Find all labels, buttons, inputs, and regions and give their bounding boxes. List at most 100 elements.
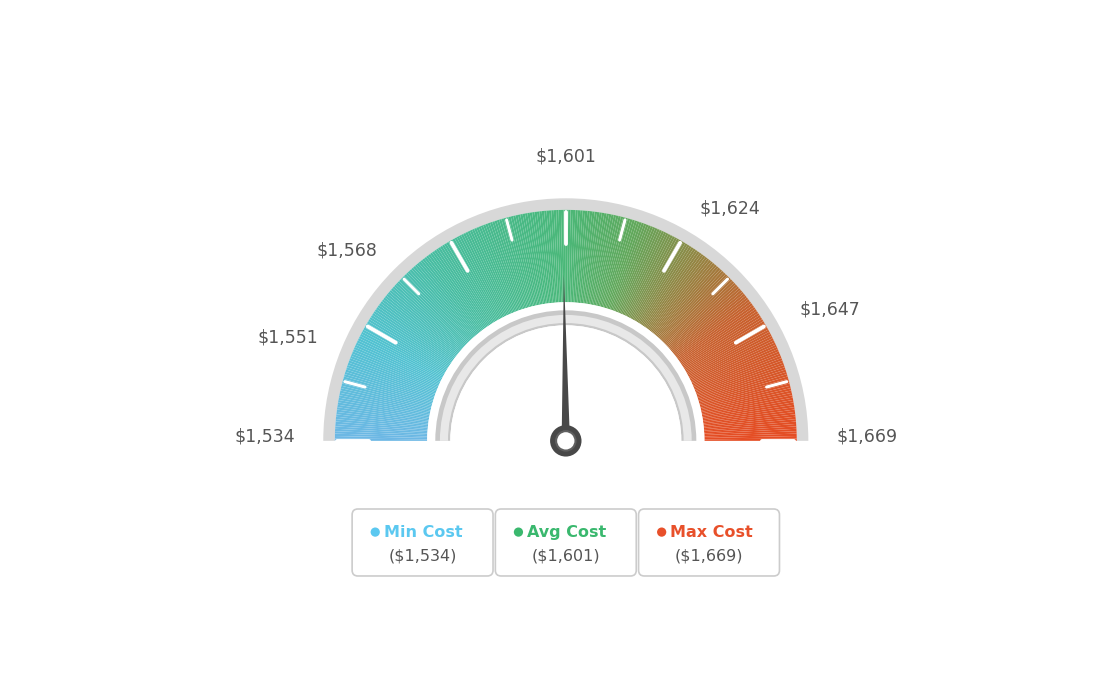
Wedge shape bbox=[693, 351, 779, 388]
Wedge shape bbox=[323, 198, 808, 441]
Wedge shape bbox=[416, 263, 477, 335]
Wedge shape bbox=[612, 223, 644, 310]
Wedge shape bbox=[461, 234, 505, 317]
Wedge shape bbox=[335, 431, 427, 437]
Wedge shape bbox=[608, 221, 639, 310]
Wedge shape bbox=[634, 239, 681, 321]
Wedge shape bbox=[478, 226, 514, 313]
Wedge shape bbox=[698, 369, 786, 400]
Wedge shape bbox=[418, 262, 478, 334]
Wedge shape bbox=[655, 263, 715, 335]
Wedge shape bbox=[602, 218, 628, 307]
Wedge shape bbox=[480, 225, 517, 312]
Wedge shape bbox=[704, 433, 797, 438]
Wedge shape bbox=[678, 305, 754, 361]
Circle shape bbox=[550, 425, 582, 457]
Wedge shape bbox=[373, 311, 452, 364]
Wedge shape bbox=[664, 277, 731, 344]
Wedge shape bbox=[335, 428, 427, 435]
Wedge shape bbox=[686, 323, 766, 371]
Wedge shape bbox=[601, 217, 626, 307]
Wedge shape bbox=[581, 211, 593, 303]
Circle shape bbox=[556, 431, 575, 451]
Wedge shape bbox=[614, 224, 648, 311]
Wedge shape bbox=[662, 276, 729, 343]
Wedge shape bbox=[342, 381, 432, 406]
Wedge shape bbox=[457, 236, 501, 319]
Wedge shape bbox=[542, 211, 553, 303]
Wedge shape bbox=[415, 264, 476, 336]
Wedge shape bbox=[651, 260, 711, 333]
Wedge shape bbox=[341, 386, 432, 409]
Wedge shape bbox=[424, 257, 482, 331]
Wedge shape bbox=[349, 360, 436, 394]
Wedge shape bbox=[404, 274, 470, 342]
Wedge shape bbox=[428, 254, 485, 330]
Wedge shape bbox=[676, 302, 751, 358]
Wedge shape bbox=[357, 340, 440, 382]
Wedge shape bbox=[397, 281, 466, 346]
Wedge shape bbox=[362, 330, 444, 375]
Wedge shape bbox=[354, 345, 439, 384]
Wedge shape bbox=[518, 215, 539, 305]
Wedge shape bbox=[486, 224, 519, 311]
Wedge shape bbox=[676, 299, 750, 357]
Wedge shape bbox=[352, 351, 438, 388]
Wedge shape bbox=[371, 315, 449, 366]
Wedge shape bbox=[446, 242, 496, 322]
Circle shape bbox=[371, 527, 380, 537]
Wedge shape bbox=[335, 436, 427, 440]
Wedge shape bbox=[339, 395, 429, 415]
Wedge shape bbox=[630, 236, 675, 319]
Wedge shape bbox=[679, 307, 755, 362]
Wedge shape bbox=[450, 326, 681, 441]
Wedge shape bbox=[611, 222, 641, 310]
Wedge shape bbox=[386, 294, 459, 354]
Wedge shape bbox=[699, 374, 787, 402]
Wedge shape bbox=[549, 210, 558, 303]
Wedge shape bbox=[516, 215, 537, 306]
Wedge shape bbox=[668, 284, 737, 348]
Wedge shape bbox=[364, 326, 446, 373]
Text: $1,601: $1,601 bbox=[535, 148, 596, 166]
Wedge shape bbox=[335, 433, 427, 438]
Wedge shape bbox=[436, 248, 489, 326]
Wedge shape bbox=[647, 254, 703, 330]
Wedge shape bbox=[421, 260, 480, 333]
Wedge shape bbox=[395, 283, 465, 347]
Wedge shape bbox=[684, 321, 765, 371]
Wedge shape bbox=[702, 405, 794, 421]
Wedge shape bbox=[363, 328, 445, 374]
Wedge shape bbox=[378, 305, 454, 361]
Wedge shape bbox=[353, 349, 438, 387]
Wedge shape bbox=[631, 237, 677, 319]
Wedge shape bbox=[703, 419, 796, 429]
Wedge shape bbox=[340, 391, 431, 412]
Wedge shape bbox=[338, 405, 429, 421]
Wedge shape bbox=[339, 397, 429, 416]
Wedge shape bbox=[336, 424, 427, 432]
Wedge shape bbox=[393, 286, 463, 349]
Wedge shape bbox=[407, 270, 473, 339]
Wedge shape bbox=[703, 409, 795, 424]
Wedge shape bbox=[586, 213, 602, 304]
Wedge shape bbox=[582, 211, 595, 304]
Wedge shape bbox=[341, 384, 432, 408]
Wedge shape bbox=[347, 367, 435, 398]
Wedge shape bbox=[506, 217, 531, 307]
Wedge shape bbox=[640, 246, 691, 324]
Wedge shape bbox=[336, 426, 427, 433]
Text: Min Cost: Min Cost bbox=[384, 524, 463, 540]
Wedge shape bbox=[701, 391, 792, 412]
FancyBboxPatch shape bbox=[638, 509, 779, 576]
Wedge shape bbox=[666, 281, 734, 346]
Wedge shape bbox=[551, 210, 559, 302]
Wedge shape bbox=[633, 239, 679, 320]
Wedge shape bbox=[595, 215, 616, 306]
Wedge shape bbox=[484, 224, 518, 311]
Wedge shape bbox=[603, 218, 630, 308]
Wedge shape bbox=[360, 334, 443, 378]
Wedge shape bbox=[465, 232, 507, 316]
Wedge shape bbox=[702, 395, 793, 415]
Wedge shape bbox=[698, 372, 787, 401]
